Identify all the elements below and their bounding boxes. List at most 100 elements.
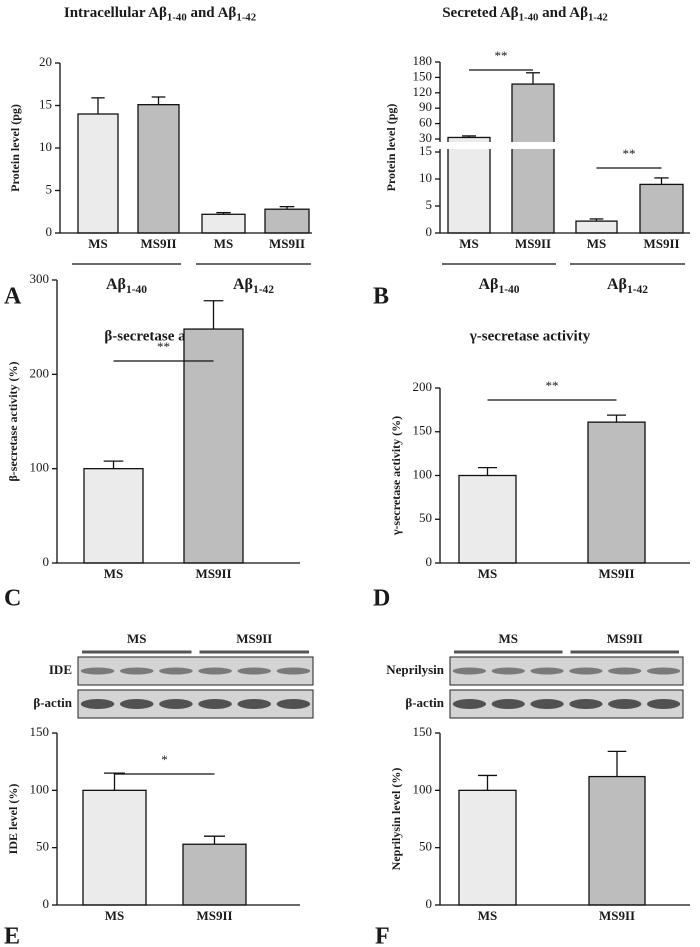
blot-band <box>491 667 525 675</box>
y-tick-label: 100 <box>30 781 50 796</box>
y-tick-label: 0 <box>426 224 433 239</box>
error-bar <box>478 774 497 791</box>
blot-band <box>80 667 115 675</box>
blot-band <box>530 667 564 675</box>
blot-band <box>608 667 642 675</box>
error-bar <box>279 205 295 210</box>
y-tick-label: 150 <box>413 724 433 739</box>
y-tick-label: 100 <box>30 460 50 475</box>
y-tick-label: 100 <box>413 466 433 481</box>
y-tick-label: 30 <box>419 130 432 145</box>
blot-row-label: β-actin <box>405 695 444 710</box>
y-tick-label: 20 <box>39 54 52 69</box>
x-tick-label: MS9II <box>643 236 679 251</box>
x-tick-label: MS <box>214 236 234 251</box>
bar <box>201 213 246 234</box>
x-tick-label: MS <box>105 908 125 923</box>
blot-strip <box>77 689 314 719</box>
error-bar <box>462 135 476 138</box>
panel-letter: E <box>4 924 20 947</box>
significance-label: ** <box>546 378 559 393</box>
y-tick-label: 5 <box>426 197 433 212</box>
error-bar <box>91 97 105 114</box>
blot-band <box>646 699 681 709</box>
bar <box>458 474 517 564</box>
blot-band <box>452 699 487 709</box>
x-tick-label: MS9II <box>140 236 176 251</box>
bar <box>458 789 517 906</box>
error-bar <box>654 177 669 185</box>
text-part: 1-40 <box>126 283 147 295</box>
text-part: Secreted Aβ <box>442 5 518 21</box>
x-tick-label: MS <box>478 908 498 923</box>
panel-letter: C <box>4 586 21 612</box>
bar <box>447 136 491 234</box>
blot-band <box>159 699 193 709</box>
text-part: and Aβ <box>187 5 237 21</box>
text-part: 1-42 <box>627 283 648 295</box>
bar <box>575 220 618 234</box>
error-bar <box>589 218 604 222</box>
blot-band <box>530 699 564 709</box>
group-label: Aβ1-40 <box>478 276 519 296</box>
y-tick-label: 0 <box>426 896 433 911</box>
x-tick-label: MS <box>88 236 108 251</box>
group-label: Aβ1-42 <box>233 276 274 296</box>
bar <box>511 83 555 234</box>
x-tick-label: MS <box>459 236 479 251</box>
blot-strip <box>77 656 314 686</box>
panel-title: Secreted Aβ1-40 and Aβ1-42 <box>442 5 608 24</box>
panel-letter: B <box>373 284 389 310</box>
blot-band <box>276 667 311 675</box>
error-bar <box>607 414 626 423</box>
panel-title: γ-secretase activity <box>469 328 591 344</box>
y-tick-label: 50 <box>36 839 49 854</box>
significance-label: * <box>161 752 168 767</box>
y-tick-label: 100 <box>413 781 433 796</box>
error-bar <box>216 211 231 215</box>
y-tick-label: 90 <box>419 99 432 114</box>
x-tick-label: MS9II <box>195 566 231 581</box>
error-bar <box>203 300 224 330</box>
blot-band <box>119 699 154 709</box>
blot-strip <box>449 689 684 719</box>
blot-band <box>608 699 642 709</box>
y-tick-label: 5 <box>46 181 53 196</box>
panel-letter: F <box>375 924 390 947</box>
blot-band <box>646 667 681 675</box>
blot-band <box>452 667 487 675</box>
bar <box>77 113 119 234</box>
y-tick-label: 10 <box>419 170 432 185</box>
blot-band <box>237 699 272 709</box>
y-axis-label: Protein level (pg) <box>8 104 22 192</box>
y-tick-label: 60 <box>419 115 432 130</box>
blot-band <box>276 699 311 709</box>
bar <box>182 843 247 906</box>
blot-band <box>198 699 232 709</box>
bar <box>588 775 646 906</box>
y-tick-label: 0 <box>46 224 53 239</box>
text-part: Aβ <box>106 276 126 293</box>
text-part: 1-42 <box>236 12 256 24</box>
panel-letter: A <box>4 284 22 310</box>
error-bar <box>526 72 540 85</box>
x-tick-label: MS <box>104 566 124 581</box>
y-axis-label: γ-secretase activity (%) <box>389 416 403 536</box>
y-tick-label: 0 <box>43 554 50 569</box>
blot-band <box>198 667 232 675</box>
y-tick-label: 0 <box>426 554 433 569</box>
y-tick-label: 50 <box>419 839 432 854</box>
text-part: 1-42 <box>588 12 608 24</box>
error-bar <box>151 96 166 105</box>
y-tick-label: 200 <box>30 365 50 380</box>
x-tick-label: MS9II <box>598 566 634 581</box>
text-part: Intracellular Aβ <box>64 5 167 21</box>
y-axis-label: IDE level (%) <box>6 784 20 855</box>
blot-group-label: MS9II <box>236 631 272 646</box>
text-part: 1-42 <box>253 283 274 295</box>
group-label: Aβ1-42 <box>607 276 648 296</box>
error-bar <box>204 835 225 845</box>
blot-group-label: MS <box>499 631 519 646</box>
bar <box>639 183 684 234</box>
